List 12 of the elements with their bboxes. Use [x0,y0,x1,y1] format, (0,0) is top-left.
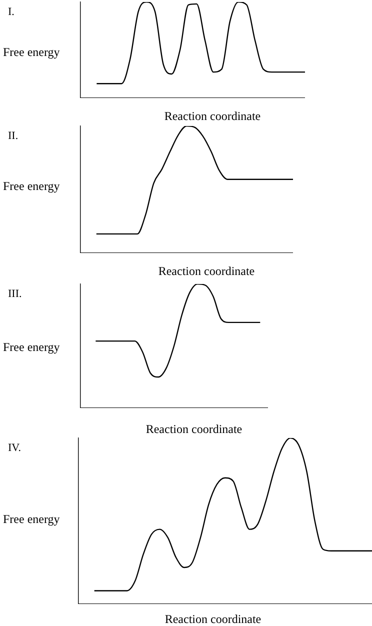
y-axis-title: Free energy [3,179,60,194]
chart-title: III. [8,288,22,300]
chart-title: I. [8,6,14,18]
y-axis-title: Free energy [3,512,60,527]
x-axis-title: Reaction coordinate [164,612,262,626]
y-axis-title: Free energy [3,45,60,60]
x-axis-title: Reaction coordinate [144,422,244,437]
x-axis-title: Reaction coordinate [163,109,262,124]
y-axis-title: Free energy [3,340,60,355]
x-axis-title: Reaction coordinate [157,264,256,279]
chart-title: II. [8,130,18,142]
chart-title: IV. [8,442,21,454]
